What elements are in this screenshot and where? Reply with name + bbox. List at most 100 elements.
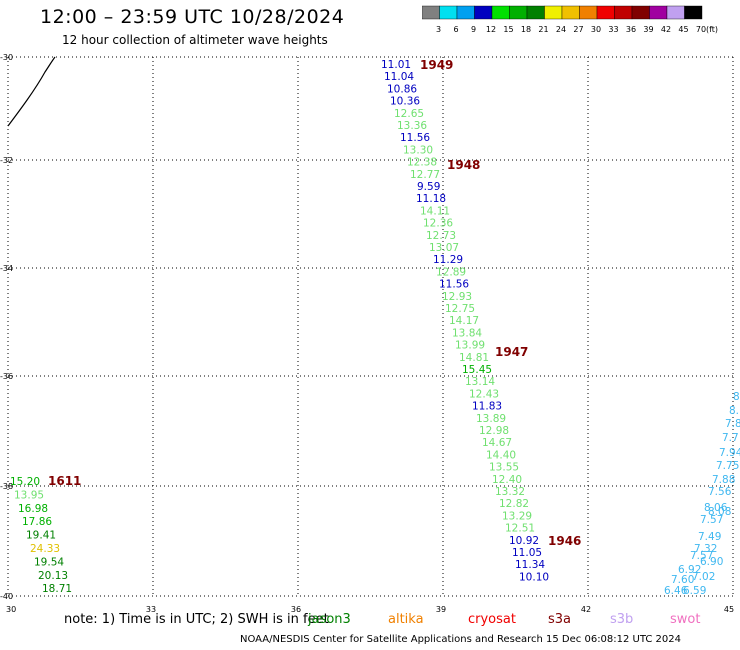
satellite-label: swot [670,612,701,627]
swh-value: 10.36 [390,96,420,108]
swh-value: 17.86 [22,516,52,528]
y-tick-label: -32 [0,156,13,165]
swh-value: 12.51 [505,523,535,535]
swh-value: 20.13 [38,570,68,582]
swh-value: 18.71 [42,583,72,595]
swh-value: 9.59 [417,181,440,193]
legend-label: 27 [573,25,583,34]
swh-value: 13.55 [489,462,519,474]
swh-value: 19.41 [26,530,56,542]
swh-value: 13.32 [495,486,525,498]
swh-value: 12.98 [479,425,509,437]
swh-values: 11.0111.0410.8610.3612.6513.3611.5613.30… [10,59,740,597]
pass-time-label: 1947 [495,345,528,359]
swh-value: 7.94 [719,447,740,459]
swh-value: 12.43 [469,388,499,400]
swh-value: 10.92 [509,535,539,547]
legend-label: 6 [453,25,458,34]
legend-swatch [684,5,703,20]
legend-label: 21 [538,25,548,34]
swh-value: 12.89 [436,266,466,278]
satellite-label: cryosat [468,612,516,627]
page-title: 12:00 – 23:59 UTC 10/28/2024 [40,6,345,28]
swh-value: 12.65 [394,108,424,120]
swh-value: 12.75 [445,303,475,315]
page-subtitle: 12 hour collection of altimeter wave hei… [62,33,328,47]
satellite-label: s3a [548,612,572,627]
y-tick-label: -30 [0,53,13,62]
color-legend: 3 6 9 12 15 18 21 24 27 30 33 36 39 42 45 70 (ft) [422,5,718,34]
swh-value: 6.46 [664,585,688,597]
swh-value: 7.32 [694,543,717,555]
swh-value: 13.89 [476,413,506,425]
swh-value: 11.18 [416,193,446,205]
legend-label: 15 [503,25,513,34]
swh-value: 14.11 [420,205,450,217]
swh-value: 12.38 [407,157,437,169]
legend-label: 45 [678,25,688,34]
swh-value: 13.29 [502,510,532,522]
swh-value: 11.04 [384,71,414,83]
swh-value: 12.93 [442,291,472,303]
y-tick-label: -36 [0,372,13,381]
swh-value: 11.56 [439,279,469,291]
swh-value: 7.49 [698,531,721,543]
swh-value: 8. [729,405,739,417]
swh-value: 10.10 [519,571,549,583]
swh-value: 15.45 [462,364,492,376]
legend-label: 12 [486,25,496,34]
x-tick-label: 30 [6,605,16,614]
swh-value: 7.7 [722,432,739,444]
swh-value: 7.88 [712,474,735,486]
swh-value: 13.14 [465,376,495,388]
swh-value: 7.57 [700,514,723,526]
x-tick-label: 39 [436,605,446,614]
legend-unit: (ft) [706,25,718,34]
legend-label: 3 [436,25,441,34]
swh-value: 13.07 [429,242,459,254]
swh-value: 11.01 [381,59,411,71]
legend-label: 33 [608,25,618,34]
swh-value: 11.29 [433,254,463,266]
legend-label: 39 [643,25,653,34]
swh-value: 13.36 [397,120,427,132]
swh-value: 6.59 [683,585,706,597]
swh-value: 14.67 [482,437,512,449]
y-tick-label: -38 [0,482,13,491]
credit-line: NOAA/NESDIS Center for Satellite Applica… [240,634,682,645]
footer-note: note: 1) Time is in UTC; 2) SWH is in fe… [64,612,329,627]
satellite-label: jason3 [308,612,351,627]
swh-value: 6.90 [700,556,723,568]
swh-value: 8.06 [704,502,728,514]
x-tick-label: 33 [146,605,156,614]
swh-value: 12.73 [426,230,456,242]
swh-value: 7.8 [725,418,740,430]
swh-value: 12.36 [423,218,453,230]
legend-label: 70 [696,25,706,34]
satellite-label: altika [388,612,424,627]
swh-value: 15.20 [10,476,40,488]
swh-value: 7.60 [671,574,694,586]
legend-label: 30 [591,25,601,34]
swh-value: 11.05 [512,547,542,559]
pass-time-label: 1949 [420,58,453,72]
swh-value: 14.40 [486,449,516,461]
y-tick-label: -34 [0,264,13,273]
swh-value: 19.54 [34,556,64,568]
swh-value: 7.75 [716,460,739,472]
swh-value: 8.08 [708,506,731,518]
legend-label: 42 [661,25,671,34]
swh-value: 8 [733,391,740,403]
legend-label: 36 [626,25,636,34]
coastline [7,56,56,127]
swh-value: 14.17 [449,315,479,327]
x-tick-label: 45 [724,605,734,614]
swh-value: 12.77 [410,169,440,181]
swh-value: 16.98 [18,503,48,515]
swh-value: 13.30 [403,144,433,156]
swh-value: 7.02 [692,571,715,583]
swh-value: 14.81 [459,352,489,364]
swh-value: 13.99 [455,340,485,352]
swh-value: 11.34 [515,559,545,571]
